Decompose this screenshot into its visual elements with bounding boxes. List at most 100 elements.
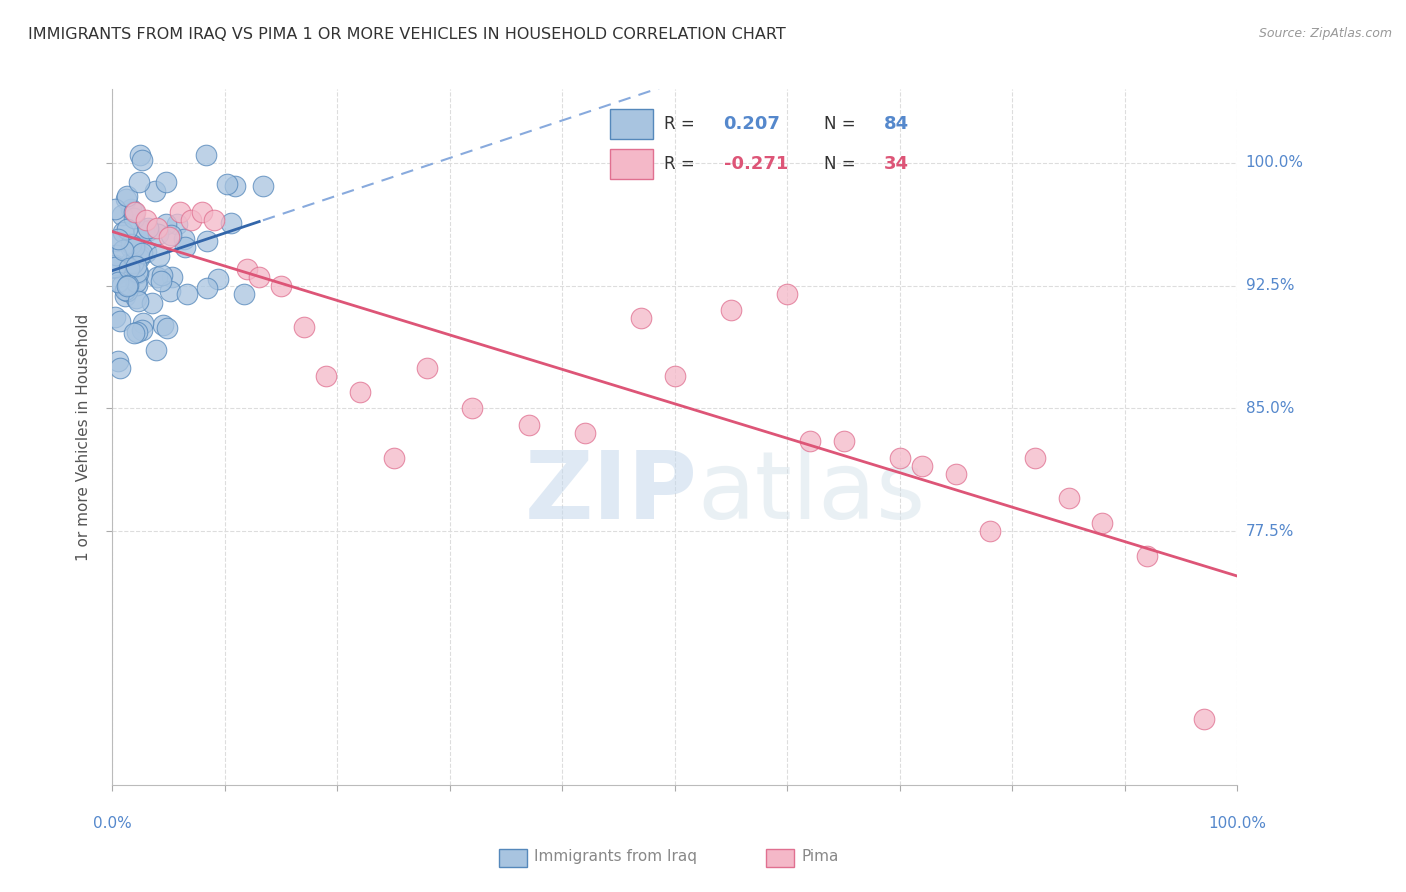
Point (125, 275, 148, 289)
Point (315, 368, 337, 383)
Point (120, 202, 142, 216)
Point (207, 272, 229, 286)
Point (125, 325, 148, 339)
Point (118, 260, 141, 275)
Point (112, 244, 135, 258)
Text: 100.0%: 100.0% (1246, 155, 1303, 170)
Text: Pima: Pima (801, 849, 839, 863)
Point (131, 245, 153, 260)
Point (156, 320, 179, 334)
Point (152, 318, 174, 332)
Point (159, 285, 181, 299)
Point (155, 217, 177, 231)
Point (173, 232, 195, 246)
Point (799, 434, 821, 449)
Point (138, 223, 160, 237)
Point (247, 270, 270, 285)
Point (236, 262, 259, 277)
Point (124, 211, 146, 226)
Text: 92.5%: 92.5% (1246, 278, 1294, 293)
Point (215, 177, 238, 191)
Text: ZIP: ZIP (524, 447, 697, 539)
Point (233, 286, 256, 301)
Point (125, 264, 148, 278)
Point (945, 467, 967, 481)
Point (174, 240, 197, 254)
Point (202, 213, 225, 227)
Point (108, 314, 131, 328)
Y-axis label: 1 or more Vehicles in Household: 1 or more Vehicles in Household (76, 313, 91, 561)
Point (111, 208, 134, 222)
Point (120, 262, 142, 277)
Point (132, 224, 155, 238)
Point (630, 311, 652, 326)
Point (252, 179, 274, 194)
Point (150, 275, 173, 289)
Point (104, 258, 127, 272)
Point (110, 360, 132, 375)
Point (124, 239, 146, 253)
Point (979, 524, 1001, 539)
Point (131, 153, 153, 168)
Text: IMMIGRANTS FROM IRAQ VS PIMA 1 OR MORE VEHICLES IN HOUSEHOLD CORRELATION CHART: IMMIGRANTS FROM IRAQ VS PIMA 1 OR MORE V… (28, 27, 786, 42)
Point (146, 221, 169, 235)
Point (776, 286, 799, 301)
Point (127, 294, 149, 309)
Point (160, 227, 183, 242)
Point (180, 213, 202, 227)
Point (104, 260, 127, 275)
Point (194, 147, 217, 161)
Point (160, 269, 183, 284)
Point (146, 270, 169, 285)
Point (107, 354, 129, 368)
Point (176, 287, 198, 301)
Point (114, 283, 136, 297)
Text: atlas: atlas (697, 447, 925, 539)
Text: 77.5%: 77.5% (1246, 524, 1294, 539)
Point (1091, 516, 1114, 530)
Point (107, 276, 129, 290)
Point (143, 184, 166, 198)
Point (145, 343, 167, 358)
Text: Source: ZipAtlas.com: Source: ZipAtlas.com (1258, 27, 1392, 40)
Point (111, 225, 134, 239)
Point (115, 189, 138, 203)
Point (128, 147, 150, 161)
Point (127, 278, 149, 293)
Point (166, 217, 188, 231)
Text: Immigrants from Iraq: Immigrants from Iraq (534, 849, 697, 863)
Point (461, 401, 484, 416)
Point (148, 249, 170, 263)
Point (911, 458, 934, 473)
Point (135, 245, 157, 260)
Point (349, 385, 371, 400)
Point (195, 235, 218, 249)
Point (117, 277, 139, 292)
Point (104, 202, 127, 216)
Point (1136, 549, 1159, 563)
Point (122, 326, 145, 340)
Point (141, 296, 163, 310)
Point (191, 205, 214, 219)
Point (132, 317, 155, 331)
Point (152, 268, 174, 282)
Point (832, 434, 855, 449)
Point (125, 259, 148, 273)
Point (1192, 713, 1215, 727)
Point (115, 193, 138, 207)
Point (104, 235, 127, 249)
Point (124, 205, 146, 219)
Point (1057, 491, 1080, 506)
Point (122, 240, 145, 254)
Point (135, 213, 157, 227)
Point (120, 236, 142, 251)
Point (114, 289, 136, 303)
Point (131, 323, 153, 337)
Point (104, 310, 127, 325)
Point (115, 222, 138, 236)
Point (115, 279, 138, 293)
Text: 100.0%: 100.0% (1208, 815, 1267, 830)
Point (136, 221, 159, 235)
Point (122, 255, 145, 269)
Point (270, 278, 292, 293)
